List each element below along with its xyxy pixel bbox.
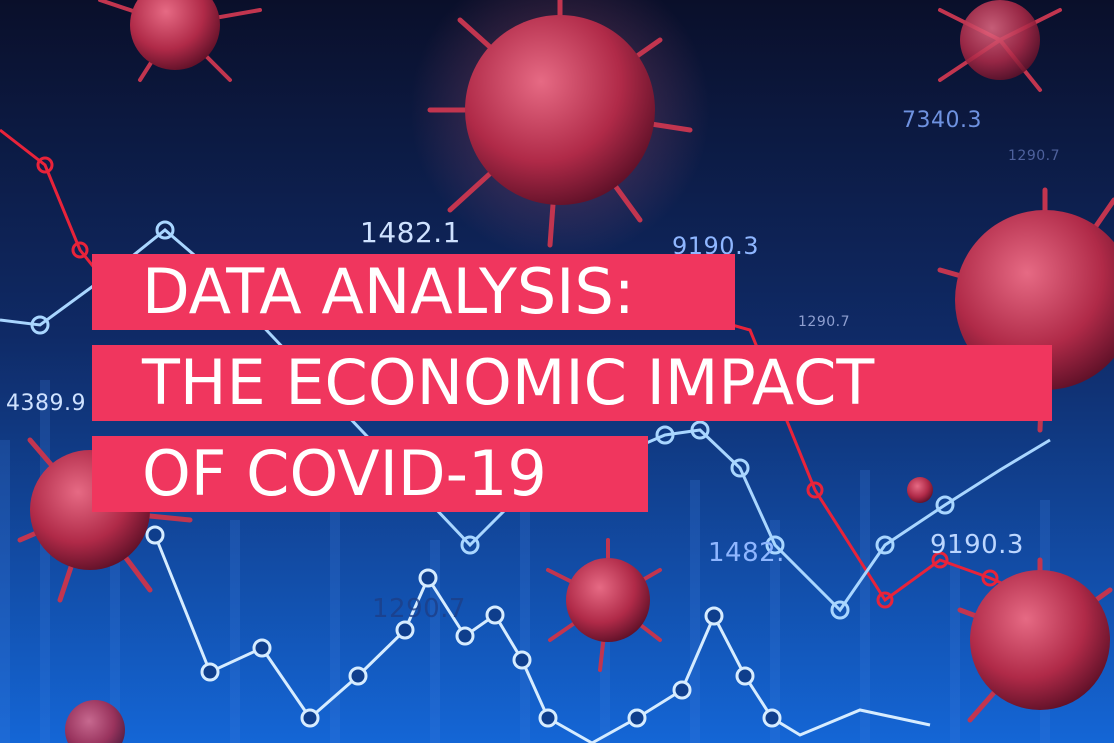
virus-icon	[98, 0, 262, 82]
background-number: 7340.3	[902, 108, 982, 133]
background-number: 1482.	[708, 538, 785, 568]
background-number: 4389.9	[6, 391, 86, 416]
title-line-3: OF COVID-19	[92, 436, 648, 512]
background-number: 1482.1	[360, 216, 461, 249]
virus-icon	[907, 477, 933, 503]
blue-lower-markers	[145, 525, 782, 728]
virus-icon	[938, 0, 1062, 92]
title-line-1: DATA ANALYSIS:	[92, 254, 735, 330]
virus-icon	[65, 700, 125, 743]
background-number: 9190.3	[930, 530, 1024, 560]
background-number: 1290.7	[372, 594, 466, 624]
background-number: 1290.7	[798, 314, 850, 330]
title-line-2: THE ECONOMIC IMPACT	[92, 345, 1052, 421]
blue-trend-line-upper	[0, 228, 1051, 613]
virus-icon	[957, 557, 1113, 723]
red-trend-line	[0, 128, 1041, 603]
virus-icon	[410, 0, 710, 260]
blue-upper-markers	[30, 220, 955, 620]
red-line-markers	[36, 156, 999, 609]
virus-icon	[546, 538, 662, 672]
background-number: 1290.7	[1008, 148, 1060, 164]
bar-columns	[0, 380, 1050, 743]
